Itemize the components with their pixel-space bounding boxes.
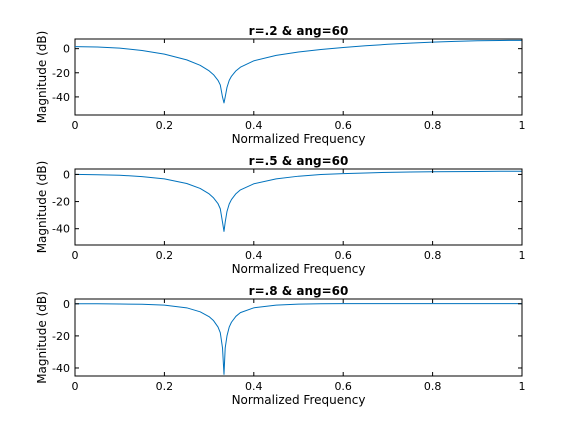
- chart-title-1: r=.2 & ang=60: [249, 24, 349, 38]
- x-tick-label-3-4: 0.8: [424, 380, 442, 393]
- x-tick-label-1-1: 0.2: [156, 119, 174, 132]
- chart-title-2: r=.5 & ang=60: [249, 154, 349, 168]
- subplot-2: 0 0.2 0.4 0.6 0.8 1 0 -20 -40 r=.5 & ang=60 Normal…: [35, 154, 526, 276]
- y-tick-label-2-2: -40: [52, 223, 70, 236]
- x-tick-label-1-5: 1: [519, 119, 526, 132]
- y-tick-label-2-1: -20: [52, 196, 70, 209]
- x-tick-label-3-2: 0.4: [245, 380, 263, 393]
- y-tick-label-1-0: 0: [63, 43, 70, 56]
- subplots: 0 0.2 0.4 0.6 0.8 1 0 -20 -40 r=.2 & ang=60 Normal…: [35, 24, 526, 407]
- x-tick-label-3-5: 1: [519, 380, 526, 393]
- x-axis-label-3: Normalized Frequency: [232, 393, 366, 407]
- x-tick-label-1-4: 0.8: [424, 119, 442, 132]
- x-tick-label-3-0: 0: [72, 380, 79, 393]
- y-tick-label-3-2: -40: [52, 362, 70, 375]
- plot-area-3: [74, 298, 523, 377]
- x-tick-label-2-2: 0.4: [245, 249, 263, 262]
- x-axis-label-2: Normalized Frequency: [232, 262, 366, 276]
- subplot-3: 0 0.2 0.4 0.6 0.8 1 0 -20 -40 r=.8 & ang=60 Normal…: [35, 284, 526, 407]
- y-tick-label-3-1: -20: [52, 330, 70, 343]
- x-tick-label-2-0: 0: [72, 249, 79, 262]
- x-axis-label-1: Normalized Frequency: [232, 132, 366, 146]
- series-line-2-1: [74, 170, 522, 232]
- y-tick-label-1-1: -20: [52, 67, 70, 80]
- subplot-1: 0 0.2 0.4 0.6 0.8 1 0 -20 -40 r=.2 & ang=60 Normal…: [35, 24, 526, 146]
- x-tick-label-3-1: 0.2: [156, 380, 174, 393]
- x-tick-label-1-2: 0.4: [245, 119, 263, 132]
- y-tick-label-2-0: 0: [63, 168, 70, 181]
- y-axis-label-2: Magnitude (dB): [35, 161, 49, 254]
- series-line-3-1: [75, 303, 522, 375]
- series-line-1-1: [74, 39, 523, 104]
- chart-title-3: r=.8 & ang=60: [249, 284, 349, 298]
- y-axis-label-1: Magnitude (dB): [35, 31, 49, 124]
- x-tick-label-1-0: 0: [72, 119, 79, 132]
- x-tick-label-2-4: 0.8: [424, 249, 442, 262]
- x-tick-label-2-5: 1: [519, 249, 526, 262]
- x-tick-label-3-3: 0.6: [334, 380, 352, 393]
- x-tick-label-2-1: 0.2: [156, 249, 174, 262]
- y-axis-label-3: Magnitude (dB): [35, 291, 49, 384]
- y-tick-label-1-2: -40: [52, 91, 70, 104]
- plot-area-2: [74, 168, 523, 246]
- x-tick-label-1-3: 0.6: [334, 119, 352, 132]
- y-tick-label-3-0: 0: [63, 298, 70, 311]
- x-tick-label-2-3: 0.6: [334, 249, 352, 262]
